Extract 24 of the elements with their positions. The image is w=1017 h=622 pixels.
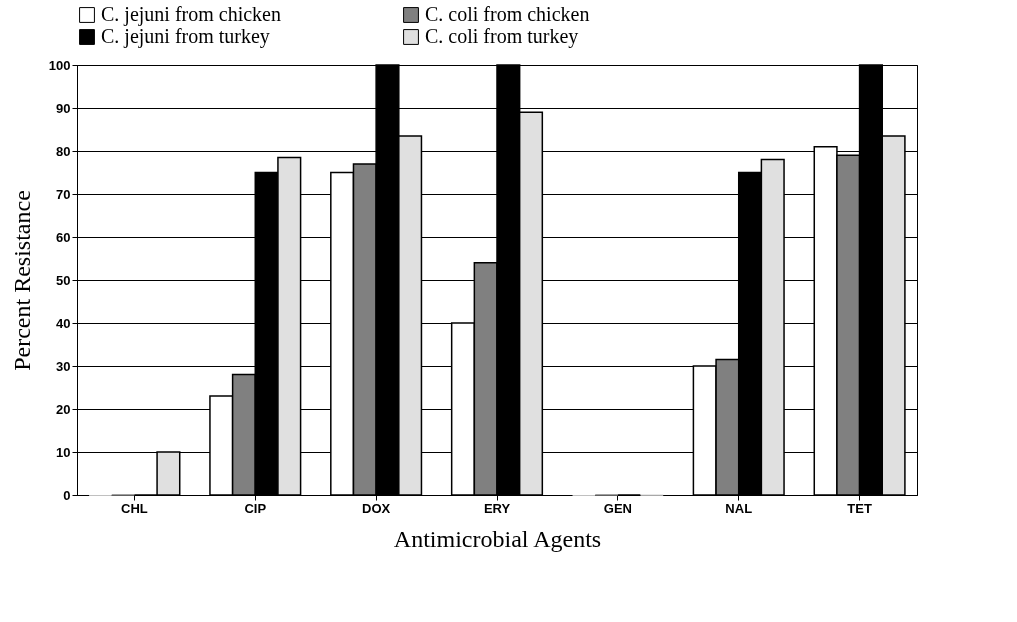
x-tick-label: DOX — [362, 500, 391, 516]
y-tick-label: 20 — [56, 401, 71, 417]
legend-label: C. coli from turkey — [425, 25, 579, 48]
y-tick-label: 50 — [56, 272, 71, 288]
x-tick-label: CIP — [244, 500, 267, 516]
x-axis-title: Antimicrobial Agents — [393, 525, 602, 552]
x-tick-label: GEN — [603, 500, 632, 516]
y-tick-label: 70 — [56, 186, 71, 202]
x-tick-label: CHL — [121, 500, 148, 516]
y-tick-label: 80 — [56, 143, 71, 159]
y-tick-label: 30 — [56, 358, 71, 374]
x-tick-label: NAL — [725, 500, 753, 516]
y-tick-label: 100 — [48, 57, 71, 73]
x-tick-label: ERY — [483, 500, 511, 516]
y-tick-label: 90 — [56, 100, 71, 116]
x-tick-label: TET — [847, 500, 872, 516]
y-tick-label: 60 — [56, 229, 71, 245]
legend-label: C. jejuni from chicken — [101, 3, 281, 26]
legend-label: C. jejuni from turkey — [101, 25, 270, 48]
legend-label: C. coli from chicken — [425, 3, 590, 25]
y-axis-title: Percent Resistance — [8, 190, 35, 371]
y-tick-label: 40 — [56, 315, 71, 331]
y-tick-label: 0 — [63, 487, 71, 503]
y-tick-label: 10 — [56, 444, 71, 460]
